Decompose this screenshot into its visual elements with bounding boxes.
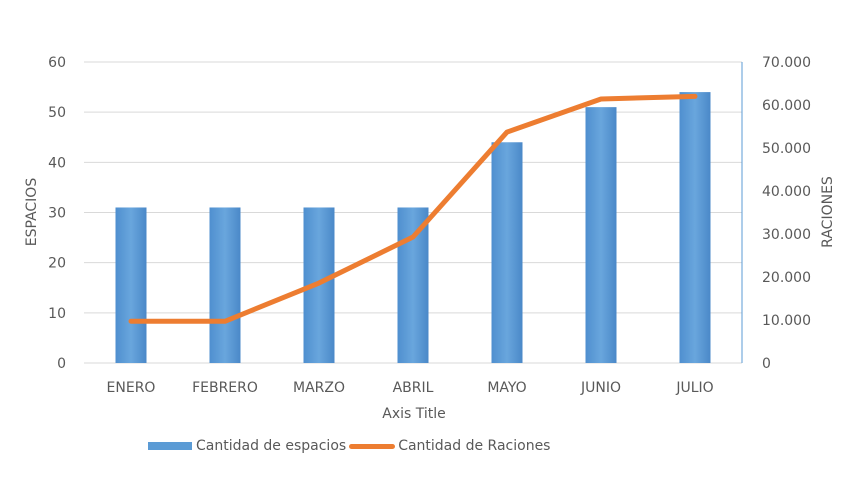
x-tick-label: ABRIL [393, 380, 434, 396]
x-axis-ticks: ENERO FEBRERO MARZO ABRIL MAYO JUNIO JULIO [107, 380, 714, 396]
legend-item-raciones[interactable]: Cantidad de Raciones [346, 438, 550, 454]
right-tick-label: 10.000 [762, 313, 811, 329]
bar[interactable] [209, 207, 241, 363]
left-tick-label: 30 [48, 206, 66, 222]
left-axis-ticks: 0 10 20 30 40 50 60 [48, 55, 66, 372]
bar[interactable] [585, 107, 617, 364]
right-tick-label: 60.000 [762, 98, 811, 114]
raciones-line[interactable] [128, 93, 698, 324]
legend-label-raciones: Cantidad de Raciones [398, 438, 551, 454]
bar[interactable] [115, 207, 147, 363]
x-tick-label: MAYO [487, 380, 526, 396]
bar[interactable] [397, 207, 429, 363]
bar-swatch-icon [148, 442, 192, 450]
x-tick-label: MARZO [293, 380, 345, 396]
x-tick-label: JULIO [675, 380, 713, 396]
right-tick-label: 40.000 [762, 184, 811, 200]
left-tick-label: 0 [57, 356, 66, 372]
left-tick-label: 20 [48, 256, 66, 272]
line-series [128, 93, 698, 324]
left-axis-title: ESPACIOS [24, 178, 40, 247]
right-tick-label: 20.000 [762, 270, 811, 286]
line-swatch-icon [349, 443, 396, 449]
left-tick-label: 60 [48, 55, 66, 71]
x-tick-label: FEBRERO [192, 380, 258, 396]
left-tick-label: 10 [48, 306, 66, 322]
legend-item-espacios[interactable]: Cantidad de espacios [148, 438, 346, 454]
right-tick-label: 30.000 [762, 227, 811, 243]
left-tick-label: 50 [48, 105, 66, 121]
x-tick-label: JUNIO [580, 380, 621, 396]
legend: Cantidad de espacios Cantidad de Racione… [148, 438, 550, 454]
right-tick-label: 70.000 [762, 55, 811, 71]
bar[interactable] [491, 142, 523, 363]
right-tick-label: 50.000 [762, 141, 811, 157]
right-tick-label: 0 [762, 356, 771, 372]
x-tick-label: ENERO [107, 380, 156, 396]
right-axis-ticks: 0 10.000 20.000 30.000 40.000 50.000 60.000 70.… [762, 55, 811, 372]
legend-label-espacios: Cantidad de espacios [196, 438, 347, 454]
right-axis-title: RACIONES [820, 176, 836, 248]
bar[interactable] [679, 92, 711, 363]
x-axis-title: Axis Title [382, 406, 446, 422]
left-tick-label: 40 [48, 155, 66, 171]
